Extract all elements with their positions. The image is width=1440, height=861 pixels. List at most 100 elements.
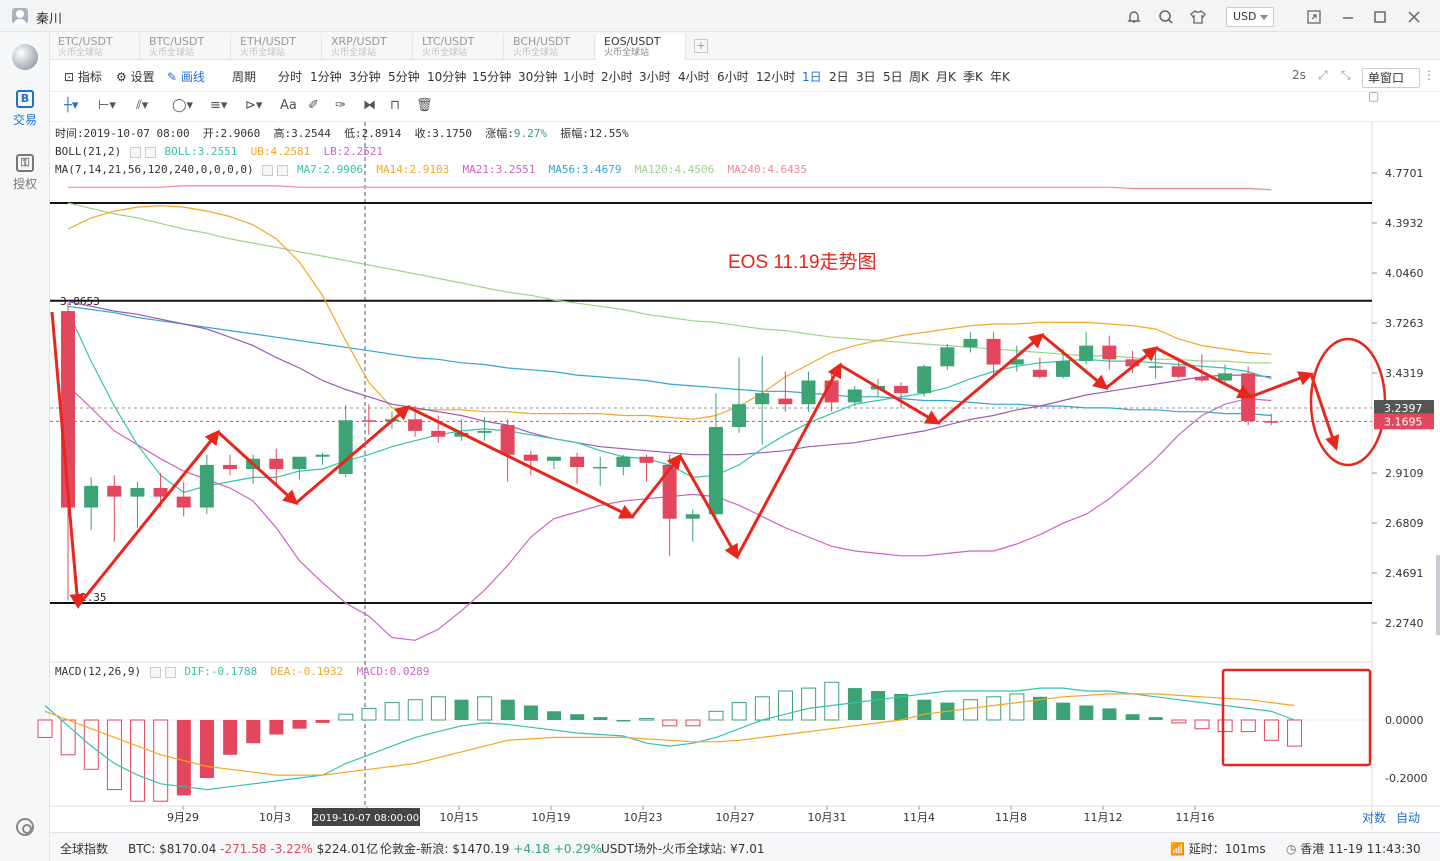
crosshair-icon[interactable]: ┼▾ — [64, 98, 79, 113]
minimize-icon[interactable] — [1340, 9, 1356, 25]
macd-bar — [407, 699, 423, 721]
period-item[interactable]: 10分钟 — [427, 70, 467, 84]
ma56-line — [67, 305, 1272, 417]
horizontal-line-icon[interactable]: ⊢▾ — [98, 98, 116, 113]
brush-icon[interactable]: ✑ — [335, 98, 346, 113]
period-item[interactable]: 季K — [963, 70, 983, 84]
macd-settings-icon[interactable] — [149, 666, 161, 678]
parallel-line-icon[interactable]: ⫽▾ — [136, 98, 149, 113]
tab-bch-usdt[interactable]: BCH/USDT 火币全球站 — [505, 34, 595, 60]
sidebar-item-auth[interactable]: ⚿ 授权 — [0, 154, 50, 192]
fullscreen-icon[interactable]: ⤢ — [1318, 68, 1328, 82]
macd-bar — [940, 702, 955, 720]
collapse-icon[interactable]: ⤡ — [1341, 68, 1351, 82]
date-tick-label: 11月16 — [1176, 811, 1215, 824]
text-tool[interactable]: Aa — [280, 98, 297, 113]
candle-body — [292, 456, 307, 470]
period-item[interactable]: 6小时 — [717, 70, 749, 84]
maximize-icon[interactable] — [1372, 9, 1388, 25]
period-item[interactable]: 3日 — [856, 70, 876, 84]
btc-ticker[interactable]: BTC: $8170.04 -271.58 -3.22% $224.01亿 — [128, 842, 379, 856]
period-item[interactable]: 年K — [990, 70, 1010, 84]
refresh-interval[interactable]: 2s — [1292, 68, 1306, 82]
tab-eos-usdt[interactable]: EOS/USDT 火币全球站 — [596, 34, 686, 60]
global-index-label[interactable]: 全球指数 — [60, 842, 109, 856]
period-item[interactable]: 12小时 — [756, 70, 796, 84]
single-window-select[interactable]: 单窗口 ▢ — [1362, 68, 1420, 103]
macd-dif-line — [44, 687, 1295, 791]
user-avatar-icon[interactable] — [12, 8, 28, 24]
sidebar-item-trade[interactable]: B 交易 — [0, 90, 50, 128]
shirt-theme-icon[interactable] — [1190, 9, 1206, 25]
level-label: 3.8653 — [60, 295, 100, 308]
trend-arrow — [295, 405, 411, 505]
restore-window-icon[interactable] — [1306, 9, 1322, 25]
macd-bar — [1148, 717, 1163, 720]
period-item[interactable]: 15分钟 — [472, 70, 512, 84]
period-item[interactable]: 1分钟 — [310, 70, 342, 84]
currency-select[interactable]: USD — [1226, 7, 1274, 27]
fibonacci-icon[interactable]: ≡▾ — [210, 98, 228, 113]
candle-body — [917, 366, 932, 394]
more-icon[interactable]: ⋮ — [1423, 68, 1435, 82]
boll-close-icon[interactable] — [144, 146, 156, 158]
date-tick-label: 10月15 — [440, 811, 479, 824]
tab-etc-usdt[interactable]: ETC/USDT 火币全球站 — [50, 34, 140, 60]
close-icon[interactable] — [1406, 9, 1422, 25]
macd-bar — [1079, 705, 1094, 720]
pattern-icon[interactable]: ⊳▾ — [245, 98, 263, 113]
period-item[interactable]: 1小时 — [563, 70, 595, 84]
date-tick-label: 10月31 — [808, 811, 847, 824]
macd-bar — [685, 719, 701, 727]
period-item[interactable]: 4小时 — [678, 70, 710, 84]
lock-icon[interactable]: ⊓ — [390, 98, 401, 113]
trend-arrow — [407, 405, 635, 519]
indicator-icon: ⊡ — [64, 70, 78, 84]
candle-body — [639, 456, 654, 463]
candle-body — [477, 430, 492, 433]
period-item[interactable]: 5分钟 — [388, 70, 420, 84]
settings-gear-icon[interactable] — [16, 818, 34, 836]
tab-eth-usdt[interactable]: ETH/USDT 火币全球站 — [232, 34, 322, 60]
macd-close-icon[interactable] — [164, 666, 176, 678]
macd-bar — [1217, 719, 1233, 733]
candle-body — [107, 485, 122, 497]
indicator-button[interactable]: ⊡ 指标 — [64, 70, 102, 84]
gold-ticker[interactable]: 伦敦金-新浪: $1470.19 +4.18 +0.29% — [380, 842, 603, 856]
ma-settings-icon[interactable] — [262, 164, 274, 176]
otc-usdt-ticker[interactable]: USDT场外-火币全球站: ¥7.01 — [601, 842, 765, 856]
macd-bar — [338, 713, 354, 721]
candle-body — [523, 454, 538, 461]
period-item[interactable]: 2小时 — [601, 70, 633, 84]
status-bar: 全球指数 BTC: $8170.04 -271.58 -3.22% $224.0… — [50, 832, 1440, 861]
period-item[interactable]: 3分钟 — [349, 70, 381, 84]
settings-button[interactable]: ⚙ 设置 — [116, 70, 155, 84]
macd-bar — [1287, 719, 1303, 747]
period-item[interactable]: 周K — [909, 70, 929, 84]
add-tab-button[interactable]: + — [694, 39, 708, 53]
draw-line-button[interactable]: ✎ 画线 — [167, 70, 205, 84]
tab-btc-usdt[interactable]: BTC/USDT 火币全球站 — [141, 34, 231, 60]
trend-arrow — [76, 429, 220, 607]
trash-icon[interactable]: 🗑 — [416, 98, 433, 113]
period-item[interactable]: 3小时 — [639, 70, 671, 84]
ma240-line — [68, 185, 1272, 191]
tab-ltc-usdt[interactable]: LTC/USDT 火币全球站 — [414, 34, 504, 60]
boll-settings-icon[interactable] — [129, 146, 141, 158]
user-name[interactable]: 秦川 — [36, 12, 63, 27]
circle-icon[interactable]: ◯▾ — [172, 98, 194, 113]
search-icon[interactable] — [1158, 9, 1174, 25]
link-icon[interactable]: ⧓ — [363, 98, 376, 113]
ma-close-icon[interactable] — [277, 164, 289, 176]
period-item[interactable]: 分时 — [278, 70, 303, 84]
period-item[interactable]: 1日 — [802, 70, 822, 84]
tab-xrp-usdt[interactable]: XRP/USDT 火币全球站 — [323, 34, 413, 60]
period-item[interactable]: 月K — [936, 70, 956, 84]
candle-body — [870, 385, 885, 390]
bell-icon[interactable] — [1126, 9, 1142, 25]
period-toolbar: ⊡ 指标 ⚙ 设置 ✎ 画线 周期 分时 1分钟 3分钟 5分钟 10分钟 15… — [50, 60, 1440, 92]
period-item[interactable]: 5日 — [883, 70, 903, 84]
period-item[interactable]: 30分钟 — [518, 70, 558, 84]
pencil-icon[interactable]: ✐ — [308, 98, 319, 113]
period-item[interactable]: 2日 — [829, 70, 849, 84]
